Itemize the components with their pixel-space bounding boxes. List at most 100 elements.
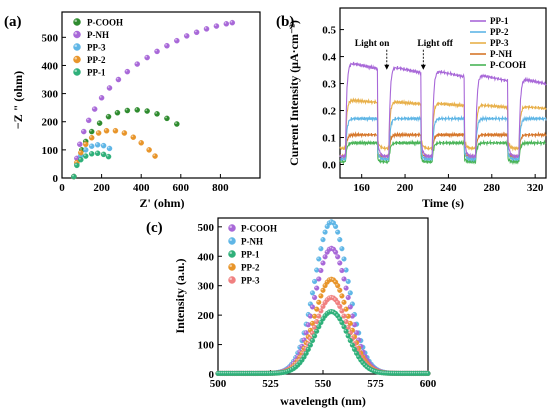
panel-c-point-highlight <box>304 322 307 325</box>
panel-a-point-highlight <box>89 144 92 147</box>
panel-a-point <box>100 142 107 149</box>
panel-c-point-highlight <box>329 295 332 298</box>
panel-a-point-highlight <box>115 110 118 113</box>
panel-c-point-highlight <box>371 369 374 371</box>
panel-a-point <box>77 149 84 156</box>
panel-b-legend: PP-1PP-2PP-3P-NHP-COOH <box>470 16 526 70</box>
panel-a-point-highlight <box>184 34 187 36</box>
panel-c-point <box>320 287 326 293</box>
panel-b-line-p-cooh <box>339 139 547 166</box>
panel-a-point <box>152 153 158 159</box>
panel-c-point <box>343 328 349 334</box>
panel-a-ytick-label: 300 <box>42 89 59 101</box>
panel-a: (a) 0 200 400 600 800 0 100 200 300 400 500 P-COOH… <box>4 11 261 210</box>
panel-c-point-highlight <box>312 325 315 328</box>
panel-a-point <box>173 37 180 44</box>
panel-a-point-highlight <box>131 135 134 138</box>
panel-c-point <box>314 285 320 291</box>
panel-c-point-highlight <box>317 314 319 317</box>
panel-c-point-highlight <box>363 363 365 366</box>
panel-c-point <box>347 337 353 344</box>
panel-c-xtick-label: 500 <box>210 378 227 390</box>
panel-a-point <box>134 107 141 113</box>
panel-a-point <box>91 106 98 112</box>
panel-a-point-highlight <box>81 129 84 132</box>
panel-a-point-highlight <box>214 24 217 27</box>
panel-a-point-highlight <box>95 151 98 154</box>
panel-c-point <box>316 313 322 319</box>
panel-c-point-highlight <box>321 261 323 264</box>
panel-c-xtick-label: 525 <box>262 378 279 390</box>
panel-a-point <box>213 23 220 29</box>
panel-c-point-highlight <box>298 350 300 352</box>
panel-a-legend-label: PP-1 <box>87 68 106 78</box>
panel-c-xtick-label: 600 <box>420 378 437 390</box>
panel-a-point-highlight <box>78 150 81 153</box>
panel-c-series-pp-3 <box>215 294 431 377</box>
panel-c-point <box>318 246 324 252</box>
panel-a-point-highlight <box>135 108 138 110</box>
panel-a-point <box>80 128 87 135</box>
panel-a-point <box>144 54 150 61</box>
panel-a-point <box>173 121 180 127</box>
panel-c-point-highlight <box>365 365 368 367</box>
panel-c-point-highlight <box>359 358 361 361</box>
panel-a-point-highlight <box>106 114 109 117</box>
panel-a-frame <box>61 11 261 179</box>
panel-a-point <box>88 143 95 150</box>
panel-c-point-highlight <box>319 309 321 311</box>
panel-c-point-highlight <box>304 331 307 333</box>
panel-c-legend-label: PP-2 <box>241 263 260 273</box>
panel-c-point-highlight <box>312 279 315 282</box>
panel-a-point-highlight <box>89 129 92 132</box>
panel-c-ytick-label: 200 <box>198 310 215 322</box>
panel-a-point-highlight <box>72 174 74 177</box>
panel-a-point-highlight <box>75 163 77 166</box>
panel-a-point-highlight <box>165 116 167 119</box>
panel-a-legend-label: P-COOH <box>87 18 123 28</box>
panel-c-point-highlight <box>346 295 349 298</box>
panel-a-point <box>95 130 102 136</box>
panel-a-ticks: 0 200 400 600 800 0 100 200 300 400 500 <box>42 32 230 194</box>
panel-c-point-highlight <box>331 247 334 250</box>
panel-c-point-highlight <box>325 224 328 227</box>
panel-c-point-highlight <box>375 370 378 373</box>
panel-a-point-highlight <box>75 156 77 159</box>
panel-c-point <box>318 267 324 274</box>
panel-c-point-highlight <box>342 325 344 327</box>
panel-a-point-highlight <box>92 107 95 110</box>
panel-c-point-highlight <box>321 237 323 240</box>
panel-c-legend-marker-highlight <box>229 238 233 242</box>
panel-a-xtick-label: 800 <box>212 182 229 194</box>
panel-c-point-highlight <box>308 328 311 331</box>
panel-a-point <box>146 147 152 153</box>
panel-a-point-highlight <box>86 118 89 121</box>
panel-a-legend-marker-highlight <box>74 44 77 48</box>
panel-c-point-highlight <box>310 321 313 324</box>
panel-a-point-highlight <box>194 30 197 33</box>
panel-c-point-highlight <box>302 338 305 341</box>
panel-c-point <box>337 260 343 266</box>
panel-b-xtick-label: 280 <box>484 182 501 194</box>
panel-c-point-highlight <box>352 323 355 325</box>
panel-a-point-highlight <box>147 148 150 150</box>
panel-c-legend-marker <box>228 250 236 258</box>
panel-a-point-highlight <box>89 135 92 138</box>
panel-c-label: (c) <box>146 220 163 236</box>
panel-c-point <box>345 333 351 339</box>
panel-c-point-highlight <box>304 341 307 343</box>
panel-a-point-highlight <box>101 143 104 146</box>
panel-c-point <box>341 299 347 305</box>
panel-c-point-highlight <box>348 321 351 324</box>
panel-c-point-highlight <box>346 314 349 317</box>
panel-c-series-pp-2 <box>215 276 431 377</box>
panel-c-point <box>345 294 351 301</box>
panel-c-point-highlight <box>329 220 332 222</box>
panel-c-point-highlight <box>329 246 332 249</box>
panel-a-series <box>71 19 236 180</box>
panel-a-point <box>82 153 89 159</box>
panel-a-point-highlight <box>145 55 148 58</box>
panel-c-point-highlight <box>342 257 344 259</box>
panel-c-point-highlight <box>336 283 338 286</box>
panel-a-ytick-label: 500 <box>42 32 59 44</box>
